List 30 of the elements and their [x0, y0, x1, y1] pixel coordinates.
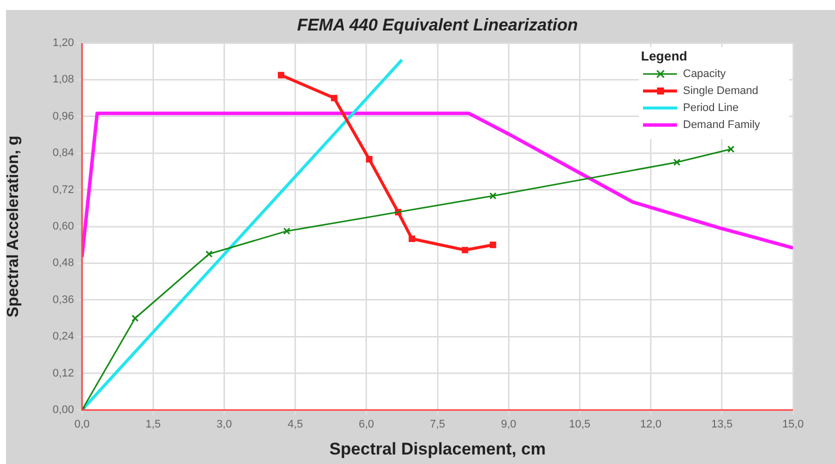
y-axis-title: Spectral Acceleration, g [5, 136, 22, 318]
x-tick-label: 13,5 [711, 418, 733, 431]
x-tick-label: 3,0 [216, 418, 232, 431]
y-tick-label: 0,00 [52, 404, 74, 416]
x-tick-label: 12,0 [640, 418, 662, 431]
x-tick-label: 10,5 [568, 418, 590, 431]
y-tick-label: 0,60 [52, 220, 74, 233]
y-tick-label: 0,96 [52, 110, 74, 122]
y-tick-label: 0,36 [52, 294, 74, 306]
y-tick-label: 0,84 [52, 147, 74, 160]
legend-label: Single Demand [683, 85, 758, 98]
y-tick-label: 1,08 [52, 74, 74, 86]
y-tick-label: 1,20 [52, 37, 74, 50]
legend-title: Legend [641, 48, 688, 64]
x-tick-label: 4,5 [288, 418, 303, 431]
chart-title: FEMA 440 Equivalent Linearization [297, 16, 578, 35]
x-tick-label: 15,0 [782, 418, 804, 431]
x-axis-title: Spectral Displacement, cm [329, 439, 546, 458]
legend-label: Period Line [683, 102, 739, 114]
legend-label: Capacity [683, 68, 726, 80]
x-tick-label: 9,0 [500, 418, 516, 431]
legend-label: Demand Family [683, 119, 761, 132]
x-tick-label: 6,0 [358, 418, 374, 431]
y-tick-label: 0,72 [52, 184, 74, 196]
y-tick-label: 0,48 [52, 257, 74, 270]
x-tick-label: 7,5 [430, 418, 446, 431]
x-tick-label: 1,5 [145, 418, 161, 431]
y-tick-label: 0,12 [52, 367, 74, 380]
x-tick-label: 0,0 [74, 418, 90, 431]
y-tick-label: 0,24 [52, 330, 74, 343]
